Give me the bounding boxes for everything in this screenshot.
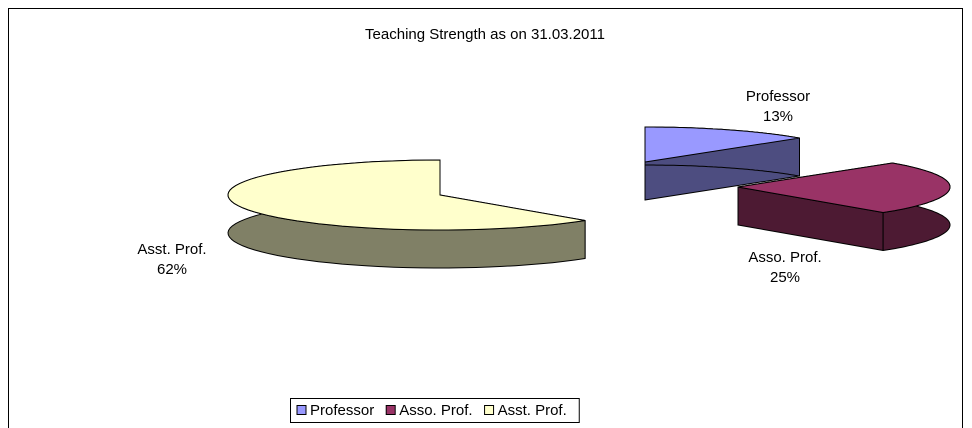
legend-label: Professor xyxy=(310,402,374,419)
chart-title: Teaching Strength as on 31.03.2011 xyxy=(365,26,605,43)
legend-swatch xyxy=(484,405,495,415)
data-label: 25% xyxy=(770,269,800,286)
data-label: 62% xyxy=(157,261,187,278)
legend-label: Asso. Prof. xyxy=(399,402,472,419)
legend-swatch xyxy=(385,405,396,415)
data-label: 13% xyxy=(763,108,793,125)
data-label-name: Professor xyxy=(746,88,810,105)
slice xyxy=(737,162,951,214)
slice xyxy=(644,126,800,163)
slice xyxy=(227,159,586,231)
legend xyxy=(290,398,580,423)
legend-label: Asst. Prof. xyxy=(498,402,567,419)
legend-swatch xyxy=(296,405,307,415)
data-label-name: Asst. Prof. xyxy=(137,241,206,258)
data-label-name: Asso. Prof. xyxy=(748,249,821,266)
